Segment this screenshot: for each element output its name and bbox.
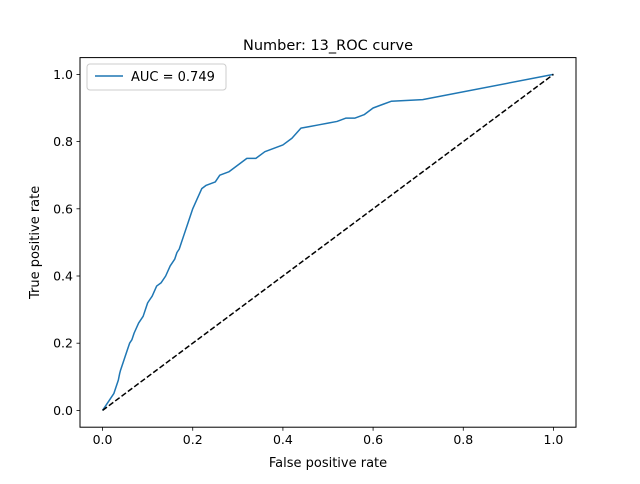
x-tick-label: 1.0 — [544, 432, 564, 447]
x-tick-label: 0.6 — [363, 432, 383, 447]
legend-label: AUC = 0.749 — [131, 70, 215, 85]
y-axis-ticks: 0.0 0.2 0.4 0.6 0.8 1.0 — [53, 67, 80, 418]
x-axis-ticks: 0.0 0.2 0.4 0.6 0.8 1.0 — [93, 427, 564, 447]
y-tick-label: 0.2 — [53, 336, 73, 351]
x-axis-label: False positive rate — [269, 456, 387, 471]
x-tick-label: 0.0 — [93, 432, 113, 447]
diagonal-reference-line — [102, 73, 554, 412]
x-tick-label: 0.4 — [273, 432, 293, 447]
x-tick-label: 0.2 — [183, 432, 203, 447]
legend: AUC = 0.749 — [86, 63, 227, 91]
plot-frame — [79, 57, 577, 428]
y-tick-label: 0.6 — [53, 201, 73, 216]
y-tick-label: 0.8 — [53, 134, 73, 149]
y-tick-label: 0.4 — [53, 269, 73, 284]
x-tick-label: 0.8 — [453, 432, 473, 447]
series-layer — [101, 73, 554, 412]
y-tick-label: 1.0 — [53, 67, 73, 82]
y-axis-label: True positive rate — [28, 186, 43, 300]
chart-title: Number: 13_ROC curve — [243, 38, 413, 54]
roc-curve-line — [101, 73, 554, 411]
y-tick-label: 0.0 — [53, 403, 73, 418]
legend-box — [86, 63, 227, 91]
